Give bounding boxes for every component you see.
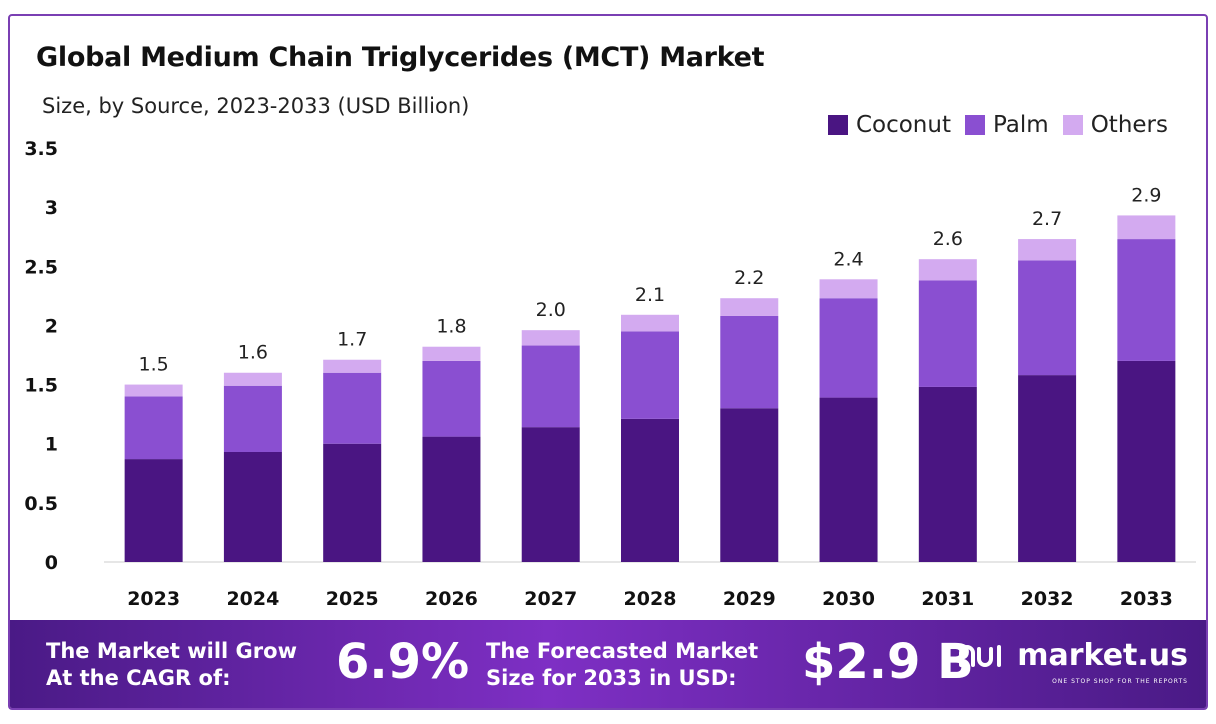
- bar-segment-others: [621, 314, 679, 332]
- bar-segment-coconut: [1018, 375, 1077, 562]
- forecast-value: $2.9 B: [802, 634, 974, 690]
- bar-total-label: 1.8: [436, 316, 466, 338]
- y-tick-label: 1.5: [24, 375, 58, 397]
- bar-segment-palm: [918, 280, 977, 387]
- bar-segment-others: [918, 259, 977, 281]
- legend-label-palm: Palm: [992, 112, 1049, 138]
- x-tick-label: 2031: [921, 588, 974, 610]
- bar-total-label: 1.5: [139, 354, 169, 376]
- bar-total-label: 2.2: [734, 267, 764, 289]
- brand-logo: market.us ONE STOP SHOP FOR THE REPORTS: [957, 638, 1188, 685]
- bar-segment-palm: [521, 345, 580, 428]
- y-tick-label: 0.5: [24, 493, 58, 515]
- x-tick-label: 2030: [822, 588, 875, 610]
- y-tick-label: 3.5: [24, 138, 58, 160]
- legend: Coconut Palm Others: [827, 112, 1168, 138]
- bar-segment-others: [819, 279, 878, 299]
- bar-segment-coconut: [918, 386, 977, 562]
- bar-segment-others: [124, 384, 183, 397]
- bar-segment-coconut: [1117, 360, 1176, 562]
- cagr-label: The Market will Grow At the CAGR of:: [46, 638, 297, 692]
- legend-label-coconut: Coconut: [855, 112, 951, 138]
- bar-segment-palm: [819, 298, 878, 398]
- bar-segment-others: [1018, 239, 1077, 261]
- bar-segment-coconut: [521, 427, 580, 562]
- bar-total-label: 2.6: [933, 228, 963, 250]
- y-tick-label: 0: [45, 552, 58, 574]
- summary-banner: The Market will Grow At the CAGR of: 6.9…: [10, 620, 1206, 708]
- bar-segment-others: [521, 330, 580, 346]
- x-tick-label: 2025: [326, 588, 379, 610]
- brand-mark-icon: [959, 644, 1002, 667]
- y-tick-label: 3: [45, 197, 58, 219]
- forecast-label: The Forecasted Market Size for 2033 in U…: [486, 638, 758, 692]
- bar-segment-coconut: [819, 397, 878, 562]
- bar-segment-coconut: [223, 451, 282, 562]
- bar-total-label: 1.7: [337, 329, 367, 351]
- chart-subtitle: Size, by Source, 2023-2033 (USD Billion): [42, 94, 470, 118]
- bar-segment-coconut: [422, 436, 481, 562]
- bar-segment-palm: [720, 315, 779, 409]
- x-tick-label: 2032: [1021, 588, 1074, 610]
- x-tick-label: 2029: [723, 588, 776, 610]
- bar-segment-coconut: [621, 418, 679, 562]
- y-tick-label: 1: [45, 434, 58, 456]
- brand-tagline: ONE STOP SHOP FOR THE REPORTS: [1052, 678, 1188, 685]
- forecast-label-line1: The Forecasted Market: [486, 639, 759, 663]
- chart-frame: Global Medium Chain Triglycerides (MCT) …: [8, 14, 1208, 710]
- bar-segment-others: [223, 372, 282, 386]
- x-tick-label: 2024: [226, 588, 279, 610]
- x-tick-label: 2023: [127, 588, 180, 610]
- bar-chart: 0 0.5 1 1.5 2 2.5 3 3.5 1.5 2023 1.6 2024 1.7 2025 1.8…: [24, 138, 1196, 610]
- bar-total-label: 2.4: [833, 248, 863, 270]
- bar-total-label: 2.7: [1032, 208, 1062, 230]
- bar-segment-palm: [223, 385, 282, 452]
- bar-segment-palm: [323, 372, 382, 444]
- legend-swatch-palm: [964, 115, 985, 135]
- bar-segment-others: [323, 359, 382, 373]
- bar-segment-palm: [621, 331, 679, 419]
- x-tick-label: 2028: [624, 588, 677, 610]
- bar-segment-palm: [1117, 239, 1176, 361]
- bar-segment-others: [720, 298, 779, 316]
- bar-segment-coconut: [124, 459, 183, 562]
- bar-segment-coconut: [323, 443, 382, 562]
- x-tick-label: 2026: [425, 588, 478, 610]
- bar-segment-others: [1117, 215, 1176, 240]
- y-tick-label: 2: [45, 315, 58, 337]
- legend-swatch-coconut: [827, 115, 848, 135]
- legend-swatch-others: [1062, 115, 1083, 135]
- legend-item-others: Others: [1062, 112, 1168, 138]
- cagr-value: 6.9%: [336, 634, 470, 690]
- bar-total-label: 2.0: [536, 299, 566, 321]
- bar-total-label: 2.9: [1131, 184, 1161, 206]
- cagr-label-line2: At the CAGR of:: [46, 666, 231, 690]
- x-tick-label: 2033: [1120, 588, 1173, 610]
- bar-segment-coconut: [720, 408, 779, 562]
- bar-segment-palm: [422, 360, 481, 437]
- y-tick-label: 2.5: [24, 256, 58, 278]
- forecast-label-line2: Size for 2033 in USD:: [486, 666, 737, 690]
- bar-segment-others: [422, 346, 481, 361]
- legend-item-palm: Palm: [964, 112, 1049, 138]
- legend-item-coconut: Coconut: [827, 112, 951, 138]
- bar-total-label: 1.6: [238, 342, 268, 364]
- bar-total-label: 2.1: [635, 284, 665, 306]
- bar-segment-palm: [1018, 260, 1077, 376]
- cagr-label-line1: The Market will Grow: [46, 639, 297, 663]
- legend-label-others: Others: [1090, 112, 1168, 138]
- bar-segment-palm: [124, 396, 183, 460]
- x-tick-label: 2027: [524, 588, 577, 610]
- brand-name: market.us: [1017, 638, 1188, 673]
- chart-title: Global Medium Chain Triglycerides (MCT) …: [36, 42, 765, 73]
